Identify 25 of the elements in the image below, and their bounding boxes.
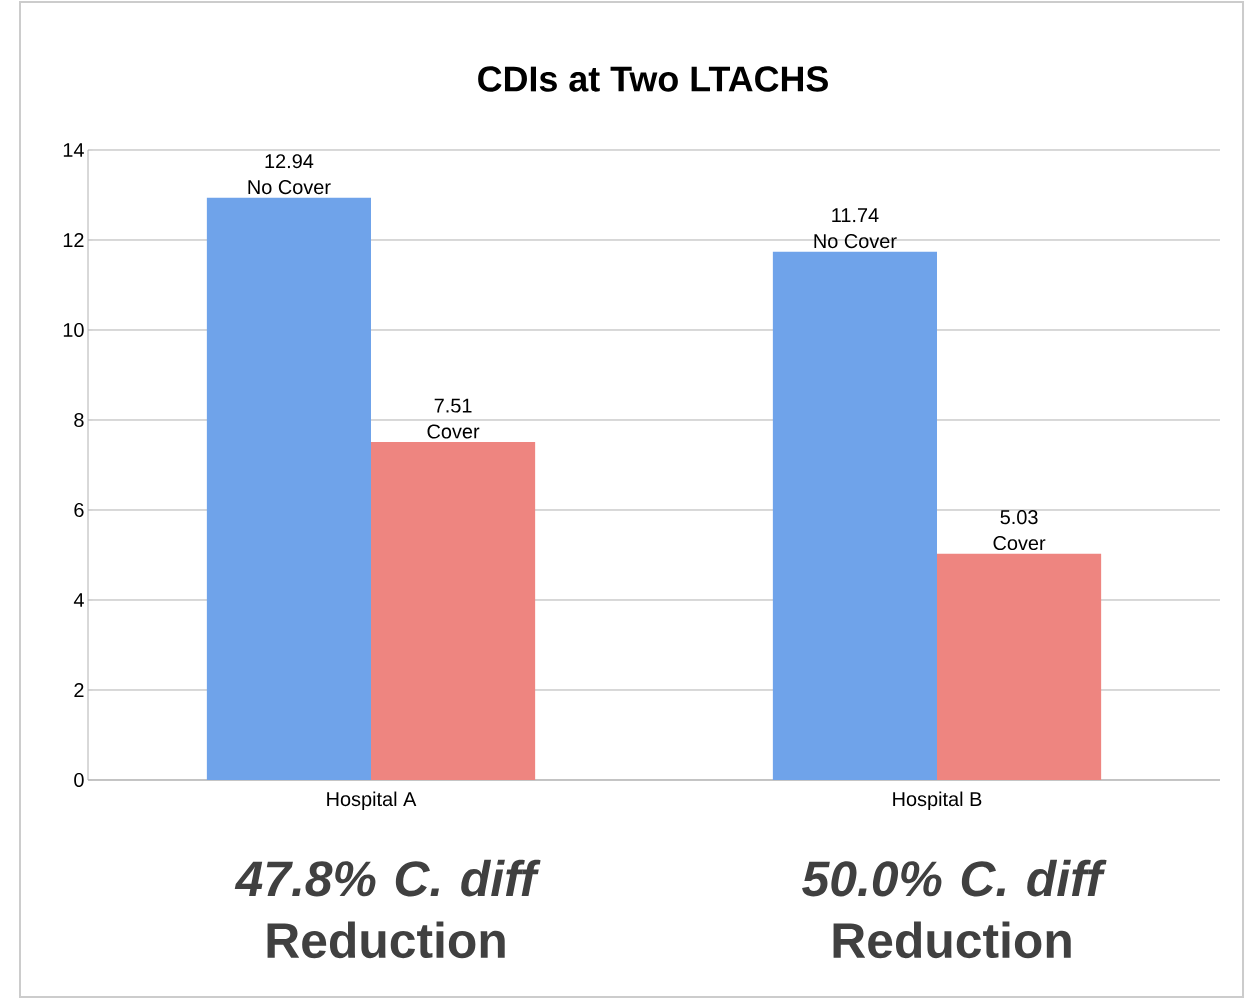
- y-tick-label: 0: [74, 772, 84, 788]
- bar: [371, 442, 536, 780]
- bar: [937, 553, 1102, 780]
- data-label: 11.74: [832, 208, 879, 223]
- x-tick-label: Hospital A: [327, 791, 417, 811]
- series-label: No Cover: [248, 180, 331, 195]
- y-tick-label: 4: [73, 593, 84, 607]
- bar: [206, 197, 371, 780]
- y-tick-label: 6: [74, 502, 84, 518]
- y-tick-label: 8: [74, 412, 84, 428]
- y-tick-label: 12: [63, 233, 84, 247]
- text: 47.8% C. diff Reduction: [234, 859, 541, 959]
- series-label: Cover: [993, 536, 1046, 551]
- text: 50.0% C. diff Reduction: [802, 859, 1107, 959]
- y-tick-label: 14: [63, 143, 84, 157]
- x-tick-label: Hospital B: [893, 791, 982, 811]
- data-label: 12.94: [265, 154, 314, 169]
- data-label: 7.51: [434, 398, 472, 413]
- y-tick-label: 10: [63, 322, 84, 338]
- chart-title: CDIs at Two LTACHS: [478, 66, 828, 92]
- text: Cover: [427, 424, 480, 439]
- text: No Cover: [814, 234, 897, 249]
- data-label: 5.03: [1000, 510, 1038, 525]
- bar: [772, 251, 937, 780]
- y-tick-label: 2: [74, 683, 84, 697]
